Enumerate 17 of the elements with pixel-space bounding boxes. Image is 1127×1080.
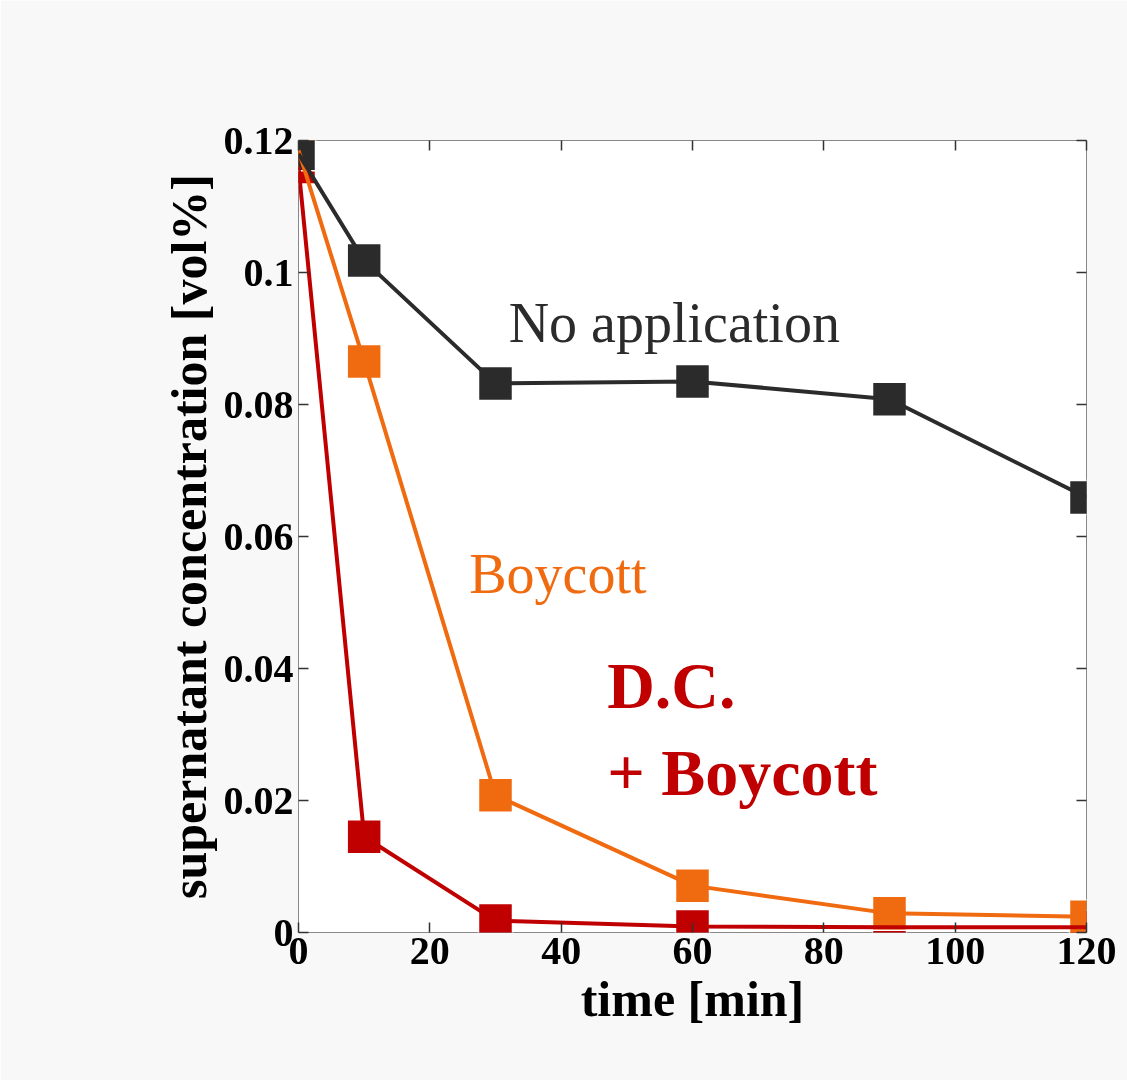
y-tick-label: 0.06 (223, 513, 294, 559)
series-label: No application (508, 292, 840, 355)
x-axis-title: time [min] (580, 970, 805, 1027)
x-tick-label: 120 (1056, 927, 1117, 973)
x-tick-label: 40 (541, 927, 582, 973)
y-tick-label: 0.04 (223, 645, 294, 691)
y-tick-label: 0.1 (243, 249, 294, 295)
y-tick-label: 0.12 (223, 117, 294, 163)
y-axis-title: supernatant concentration [vol%] (160, 174, 217, 899)
x-tick-label: 80 (803, 927, 844, 973)
series-label: Boycott (469, 543, 647, 606)
y-tick-label: 0.08 (223, 381, 294, 427)
x-tick-label: 100 (925, 927, 986, 973)
series-label: D.C. + Boycott (607, 648, 878, 810)
x-tick-label: 20 (409, 927, 450, 973)
x-tick-label: 60 (672, 927, 713, 973)
y-tick-label: 0.02 (223, 777, 294, 823)
